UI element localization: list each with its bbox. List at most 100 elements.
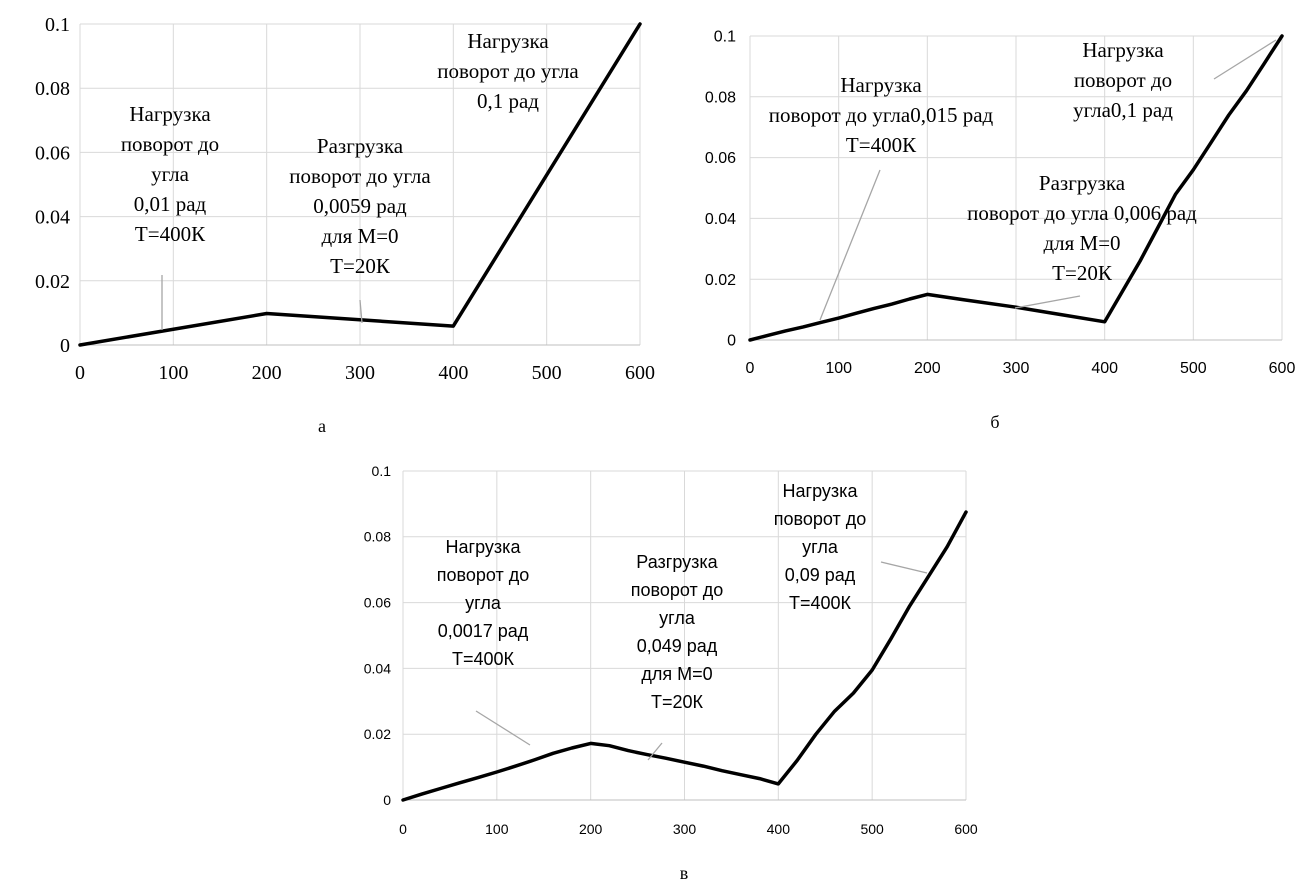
y-tick-label: 0.06	[35, 142, 70, 164]
y-tick-label: 0	[60, 335, 70, 357]
y-tick-label: 0.04	[35, 207, 70, 229]
annotation-line: поворот до	[1074, 68, 1172, 92]
x-tick-label: 300	[1003, 360, 1030, 377]
annotation-line: угла	[659, 608, 696, 628]
annotation-leader	[1213, 39, 1277, 80]
annotation-line: Нагрузка	[129, 102, 211, 126]
y-tick-label: 0	[727, 333, 736, 350]
chart-panel-2: 0 100 200 300 400 500 600 0 0.02 0.04 0.06 0.08 0.1 Н…	[705, 29, 1296, 432]
annotation-line: угла	[465, 593, 502, 613]
y-tick-label: 0.02	[364, 726, 391, 742]
annotation-line: поворот до угла	[437, 59, 579, 83]
annotation-line: Т=400К	[846, 133, 917, 157]
y-tick-label: 0.1	[45, 14, 70, 36]
x-tick-label: 200	[914, 360, 941, 377]
x-tick-label: 200	[579, 821, 603, 837]
chart-panel-1: 0 100 200 300 400 500 600 0 0.02 0.04 0.06 0.08 0.1 Н…	[35, 14, 655, 436]
y-tick-label: 0.04	[705, 211, 736, 228]
y-tick-label: 0	[383, 792, 391, 808]
annotation-leader	[359, 299, 363, 324]
x-tick-label: 200	[252, 362, 282, 384]
x-tick-label: 0	[746, 360, 755, 377]
annotation-line: Разгрузка	[1039, 171, 1126, 195]
annotation-leader	[819, 169, 881, 321]
x-tick-label: 0	[75, 362, 85, 384]
y-tick-label: 0.06	[364, 595, 391, 611]
annotation-line: для М=0	[1043, 231, 1120, 255]
panel-label: а	[318, 416, 326, 436]
annotation-leader	[1014, 295, 1081, 309]
annotation-1: Нагрузка поворот до угла0,015 рад Т=400К	[769, 73, 994, 321]
series-line	[78, 22, 642, 347]
annotation-2: Разгрузка поворот до угла 0,0059 рад для М=…	[289, 134, 431, 324]
annotation-leader	[475, 710, 531, 746]
x-tick-label: 300	[673, 821, 697, 837]
annotation-leader	[880, 561, 928, 574]
x-tick-label: 300	[345, 362, 375, 384]
x-tick-label: 400	[1091, 360, 1118, 377]
x-tick-label: 100	[158, 362, 188, 384]
annotation-leader	[647, 742, 663, 761]
y-tick-label: 0.02	[35, 271, 70, 293]
annotation-3: Разгрузка поворот до угла 0,006 рад для М=…	[967, 171, 1197, 309]
annotation-line: 0,09 рад	[785, 565, 856, 585]
annotation-line: Т=400К	[789, 593, 852, 613]
annotation-line: Нагрузка	[1082, 38, 1164, 62]
x-tick-label: 400	[767, 821, 791, 837]
y-tick-label: 0.04	[364, 660, 391, 676]
y-tick-label: 0.08	[35, 78, 70, 100]
annotation-line: поворот до	[437, 565, 530, 585]
y-tick-label: 0.06	[705, 150, 736, 167]
annotation-line: Т=400К	[135, 222, 206, 246]
x-tick-label: 100	[485, 821, 509, 837]
annotation-line: поворот до угла 0,006 рад	[967, 201, 1197, 225]
annotation-line: Т=400К	[452, 649, 515, 669]
annotation-line: Нагрузка	[840, 73, 922, 97]
annotation-line: 0,0059 рад	[313, 194, 407, 218]
annotation-line: Нагрузка	[467, 29, 549, 53]
y-tick-label: 0.1	[714, 29, 736, 46]
y-tick-label: 0.1	[372, 463, 392, 479]
x-tick-label: 500	[860, 821, 884, 837]
y-tick-label: 0.08	[364, 529, 391, 545]
annotation-1: Нагрузка поворот до угла 0,01 рад Т=400К	[121, 102, 219, 330]
annotation-line: 0,049 рад	[637, 636, 718, 656]
annotation-line: поворот до	[121, 132, 219, 156]
annotation-line: Т=20К	[330, 254, 391, 278]
annotation-line: для М=0	[321, 224, 398, 248]
x-tick-label: 600	[625, 362, 655, 384]
annotation-line: поворот до	[774, 509, 867, 529]
x-tick-label: 500	[532, 362, 562, 384]
annotation-2: Разгрузка поворот до угла 0,049 рад для М=0 Т…	[631, 552, 724, 761]
x-tick-label: 400	[438, 362, 468, 384]
annotation-line: угла0,1 рад	[1073, 98, 1173, 122]
x-tick-label: 600	[954, 821, 978, 837]
panel-label: б	[990, 412, 999, 432]
annotation-line: для М=0	[641, 664, 712, 684]
x-tick-label: 100	[825, 360, 852, 377]
annotation-line: угла	[151, 162, 190, 186]
annotation-line: Т=20К	[651, 692, 704, 712]
annotation-line: Т=20К	[1052, 261, 1113, 285]
y-tick-label: 0.02	[705, 272, 736, 289]
series-line	[401, 510, 968, 802]
annotation-line: поворот до угла0,015 рад	[769, 103, 994, 127]
annotation-line: Нагрузка	[446, 537, 522, 557]
annotation-line: поворот до	[631, 580, 724, 600]
annotation-3: Нагрузка поворот до угла 0,09 рад Т=400К	[774, 481, 928, 613]
annotation-3: Нагрузка поворот до угла 0,1 рад	[437, 29, 579, 113]
x-tick-label: 600	[1269, 360, 1296, 377]
annotation-line: поворот до угла	[289, 164, 431, 188]
annotation-1: Нагрузка поворот до угла 0,0017 рад Т=400К	[437, 537, 531, 746]
x-tick-label: 0	[399, 821, 407, 837]
x-tick-label: 500	[1180, 360, 1207, 377]
annotation-line: 0,0017 рад	[438, 621, 529, 641]
annotation-line: 0,1 рад	[477, 89, 539, 113]
y-tick-label: 0.08	[705, 89, 736, 106]
annotation-line: Разгрузка	[636, 552, 718, 572]
panel-label: в	[680, 863, 689, 883]
annotation-line: 0,01 рад	[134, 192, 207, 216]
chart-panel-3: 0 100 200 300 400 500 600 0 0.02 0.04 0.06 0.08 0.1 Н…	[364, 463, 978, 883]
annotation-line: Нагрузка	[783, 481, 859, 501]
